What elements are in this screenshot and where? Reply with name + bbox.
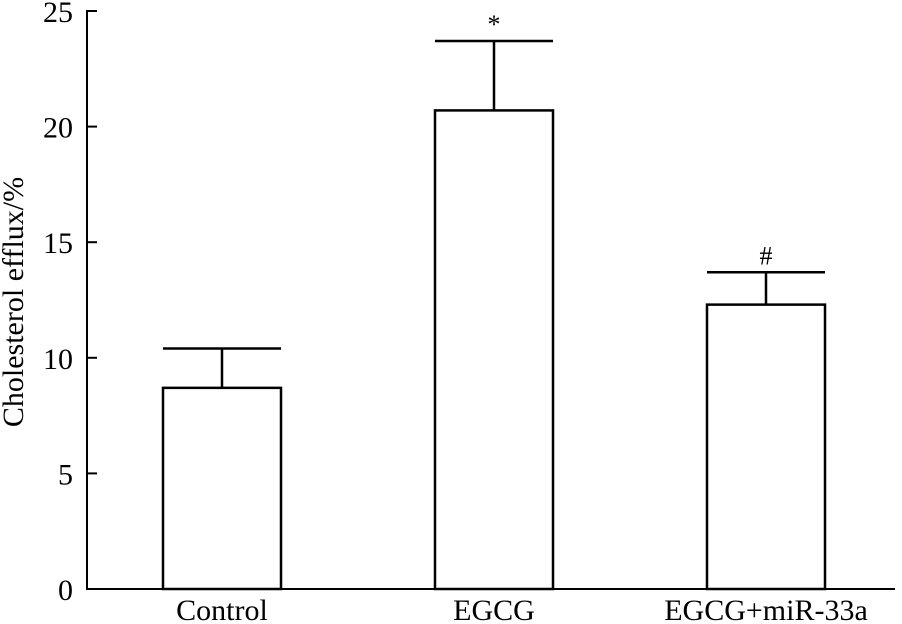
y-ticks: 0 5 10 15 20 25 <box>43 0 97 607</box>
significance-mark-1: * <box>488 10 501 39</box>
category-label-1: EGCG <box>453 594 535 624</box>
y-tick-label-5: 5 <box>58 458 73 491</box>
annotations: *# <box>488 10 773 270</box>
error-bars <box>163 39 825 388</box>
bar-1 <box>433 109 555 591</box>
y-tick-label-10: 10 <box>43 343 73 376</box>
y-axis-title: Cholesterol efflux/% <box>0 177 30 427</box>
bar-2 <box>705 303 827 591</box>
y-tick-label-20: 20 <box>43 112 73 145</box>
significance-mark-2: # <box>760 241 773 270</box>
category-label-2: EGCG+miR-33a <box>664 594 868 624</box>
y-tick-label-0: 0 <box>58 574 73 607</box>
y-tick-label-15: 15 <box>43 227 73 260</box>
bars <box>161 109 827 591</box>
category-label-0: Control <box>176 594 268 624</box>
y-tick-label-25: 25 <box>43 0 73 29</box>
category-labels: Control EGCG EGCG+miR-33a <box>176 594 868 624</box>
bar-0 <box>161 386 283 591</box>
